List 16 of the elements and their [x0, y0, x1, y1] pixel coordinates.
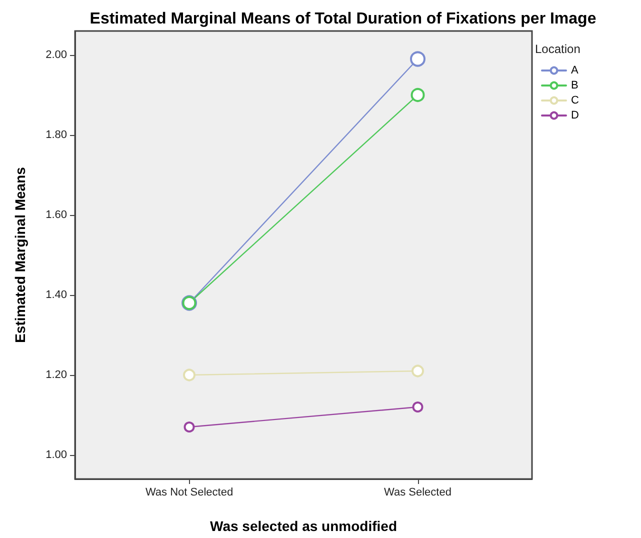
- y-tick-label: 2.00: [46, 49, 67, 61]
- y-axis-title: Estimated Marginal Means: [12, 166, 28, 343]
- legend-title: Location: [535, 42, 580, 56]
- x-tick-label: Was Selected: [384, 486, 452, 498]
- legend-label: A: [571, 64, 579, 76]
- y-tick-label: 1.60: [46, 209, 67, 221]
- x-axis-title: Was selected as unmodified: [210, 518, 397, 534]
- chart-title: Estimated Marginal Means of Total Duration of Fixations per Image: [90, 10, 596, 28]
- x-tick-label: Was Not Selected: [145, 486, 234, 498]
- legend-label: B: [571, 80, 578, 92]
- y-tick-label: 1.20: [46, 369, 67, 381]
- y-tick-label: 1.40: [46, 289, 67, 301]
- legend-label: D: [571, 110, 579, 122]
- legend-label: C: [571, 94, 579, 106]
- y-tick-label: 1.00: [46, 449, 67, 461]
- y-tick-label: 1.80: [46, 129, 67, 141]
